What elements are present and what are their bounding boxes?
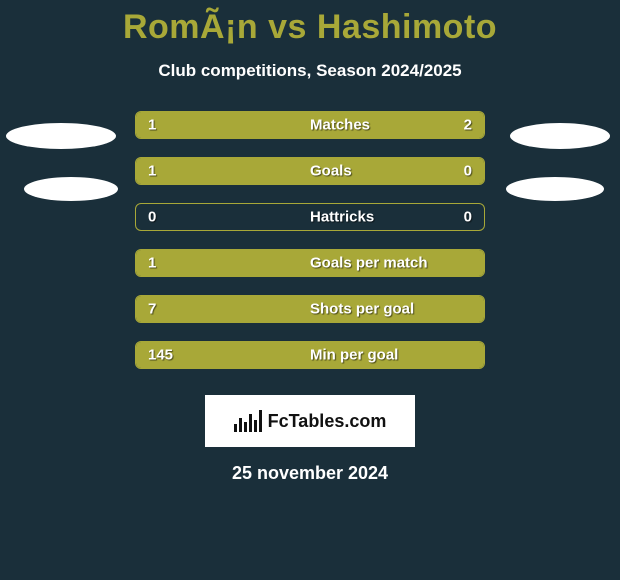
player-left-badge-2 (24, 177, 118, 201)
logo-bars-icon (234, 410, 262, 432)
stat-row: 1 0 Goals (135, 157, 485, 185)
comparison-panel: 1 2 Matches 1 0 Goals 0 0 Hattricks 1 Goals per ma… (0, 111, 620, 484)
player-right-badge-1 (510, 123, 610, 149)
stat-bar-left (136, 158, 400, 184)
stat-value-right: 2 (464, 117, 472, 134)
stat-label: Goals (310, 163, 352, 180)
page-title: RomÃ¡n vs Hashimoto (0, 0, 620, 47)
stat-value-left: 1 (148, 117, 156, 134)
stat-value-right: 0 (464, 209, 472, 226)
stat-row: 1 Goals per match (135, 249, 485, 277)
stat-label: Min per goal (310, 347, 398, 364)
stat-value-right: 0 (464, 163, 472, 180)
logo-text: FcTables.com (268, 411, 387, 432)
fctables-logo: FcTables.com (205, 395, 415, 447)
stat-row: 7 Shots per goal (135, 295, 485, 323)
stat-row: 1 2 Matches (135, 111, 485, 139)
stat-value-left: 7 (148, 301, 156, 318)
stat-label: Goals per match (310, 255, 428, 272)
stat-value-left: 1 (148, 163, 156, 180)
stat-row: 145 Min per goal (135, 341, 485, 369)
stats-bars: 1 2 Matches 1 0 Goals 0 0 Hattricks 1 Goals per ma… (135, 111, 485, 369)
player-right-badge-2 (506, 177, 604, 201)
stat-label: Matches (310, 117, 370, 134)
stat-label: Shots per goal (310, 301, 414, 318)
stat-label: Hattricks (310, 209, 374, 226)
stat-value-left: 0 (148, 209, 156, 226)
stat-value-left: 145 (148, 347, 173, 364)
player-left-badge-1 (6, 123, 116, 149)
stat-row: 0 0 Hattricks (135, 203, 485, 231)
subtitle: Club competitions, Season 2024/2025 (0, 61, 620, 81)
snapshot-date: 25 november 2024 (0, 463, 620, 484)
stat-value-left: 1 (148, 255, 156, 272)
